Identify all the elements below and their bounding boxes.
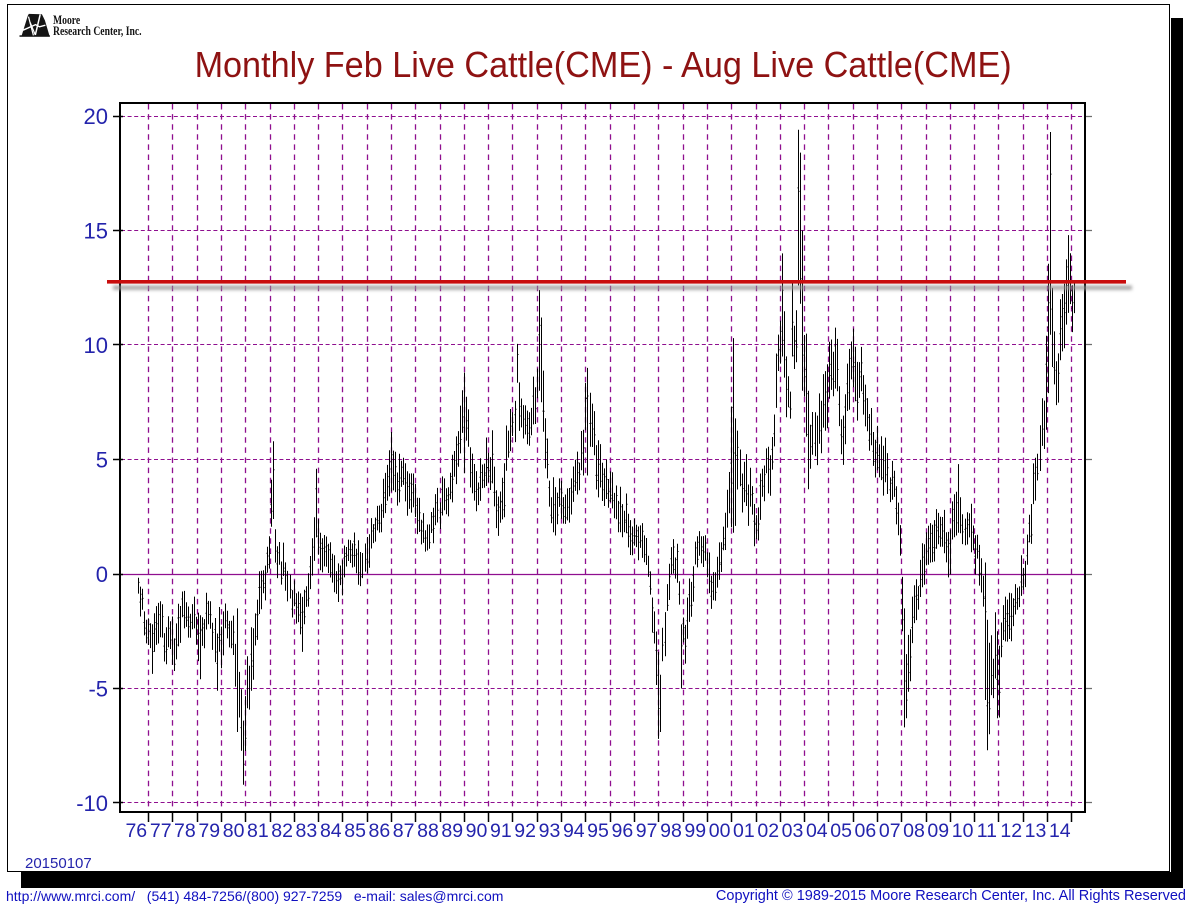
svg-text:81: 81 [247,820,269,842]
svg-text:77: 77 [150,820,172,842]
svg-text:86: 86 [369,820,391,842]
svg-text:76: 76 [125,820,147,842]
svg-text:83: 83 [296,820,318,842]
svg-text:89: 89 [441,820,463,842]
svg-text:-10: -10 [76,791,108,816]
svg-text:07: 07 [879,820,901,842]
svg-text:79: 79 [198,820,220,842]
svg-text:08: 08 [903,820,925,842]
svg-text:85: 85 [344,820,366,842]
svg-text:14: 14 [1049,820,1071,842]
svg-text:20: 20 [84,104,108,129]
svg-text:92: 92 [514,820,536,842]
svg-text:96: 96 [612,820,634,842]
svg-text:01: 01 [733,820,755,842]
svg-text:0: 0 [96,562,108,587]
svg-text:13: 13 [1025,820,1047,842]
svg-text:10: 10 [952,820,974,842]
svg-text:82: 82 [271,820,293,842]
svg-text:-5: -5 [88,677,108,702]
svg-text:00: 00 [709,820,731,842]
svg-text:88: 88 [417,820,439,842]
svg-text:5: 5 [96,448,108,473]
svg-text:95: 95 [587,820,609,842]
svg-text:90: 90 [466,820,488,842]
svg-text:98: 98 [660,820,682,842]
svg-text:Research Center, Inc.: Research Center, Inc. [53,25,142,38]
svg-text:02: 02 [757,820,779,842]
svg-text:84: 84 [320,820,342,842]
svg-text:94: 94 [563,820,585,842]
svg-text:87: 87 [393,820,415,842]
svg-text:93: 93 [539,820,561,842]
svg-text:12: 12 [1000,820,1022,842]
svg-text:09: 09 [927,820,949,842]
svg-text:15: 15 [84,219,108,244]
svg-text:04: 04 [806,820,828,842]
svg-text:78: 78 [174,820,196,842]
svg-text:10: 10 [84,333,108,358]
svg-text:05: 05 [830,820,852,842]
svg-text:91: 91 [490,820,512,842]
svg-text:80: 80 [223,820,245,842]
svg-text:97: 97 [636,820,658,842]
svg-text:03: 03 [782,820,804,842]
svg-text:06: 06 [855,820,877,842]
svg-text:99: 99 [684,820,706,842]
svg-text:11: 11 [977,820,997,842]
svg-text:Moore: Moore [53,14,80,27]
